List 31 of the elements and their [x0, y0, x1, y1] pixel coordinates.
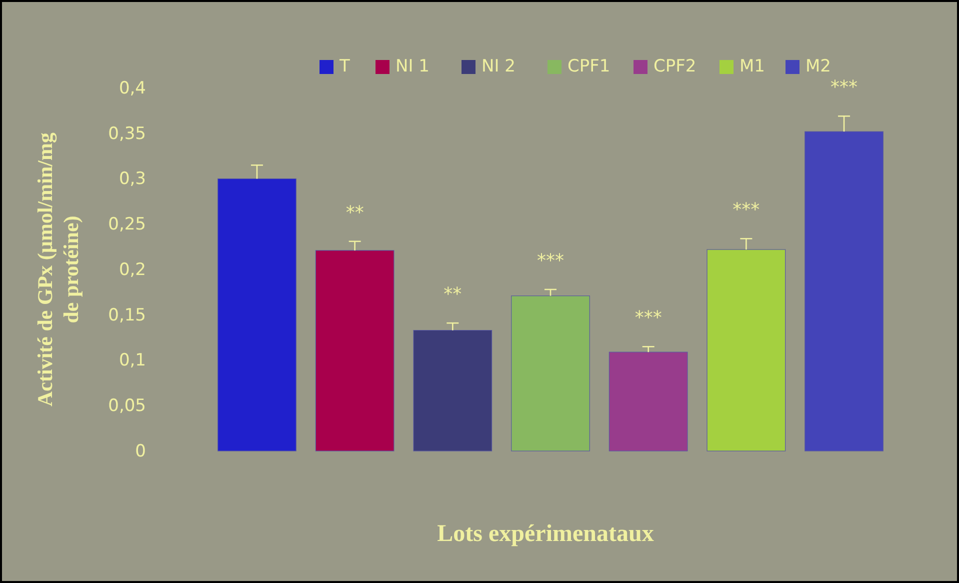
legend-label: NI 2: [482, 56, 516, 77]
y-tick-label: 0,4: [118, 78, 146, 98]
bar: [511, 296, 590, 452]
y-tick-label: 0,35: [108, 124, 146, 144]
legend-label: T: [338, 56, 350, 77]
bar: [608, 352, 688, 452]
annotation: ***: [634, 308, 662, 329]
y-tick-label: 0,3: [118, 169, 146, 190]
bar: [804, 131, 884, 452]
y-tick-label: 0,1: [118, 350, 146, 371]
y-tick-label: 0: [135, 441, 146, 462]
y-tick-label: 0,2: [118, 260, 146, 280]
bar: [413, 330, 492, 452]
y-tick-label: 0,05: [108, 396, 146, 416]
bar: [315, 250, 394, 452]
bar: [706, 249, 786, 452]
bar: [218, 178, 296, 452]
legend-label: CPF2: [654, 56, 696, 77]
annotation: **: [346, 202, 364, 224]
x-axis-title: Lots expérimenataux: [437, 521, 654, 547]
annotation: ***: [830, 77, 858, 98]
annotation: **: [444, 284, 462, 305]
y-axis-title: Activité de GPx (µmol/min/mg de protéine): [33, 132, 83, 406]
legend-label: CPF1: [568, 56, 610, 77]
annotation: ***: [732, 200, 760, 221]
legend-label: NI 1: [396, 56, 430, 77]
legend-label: M2: [806, 56, 831, 77]
legend-label: M1: [740, 56, 765, 77]
annotation: ***: [537, 250, 564, 272]
y-tick-label: 0,25: [108, 214, 146, 235]
y-tick-label: 0,15: [108, 305, 146, 326]
